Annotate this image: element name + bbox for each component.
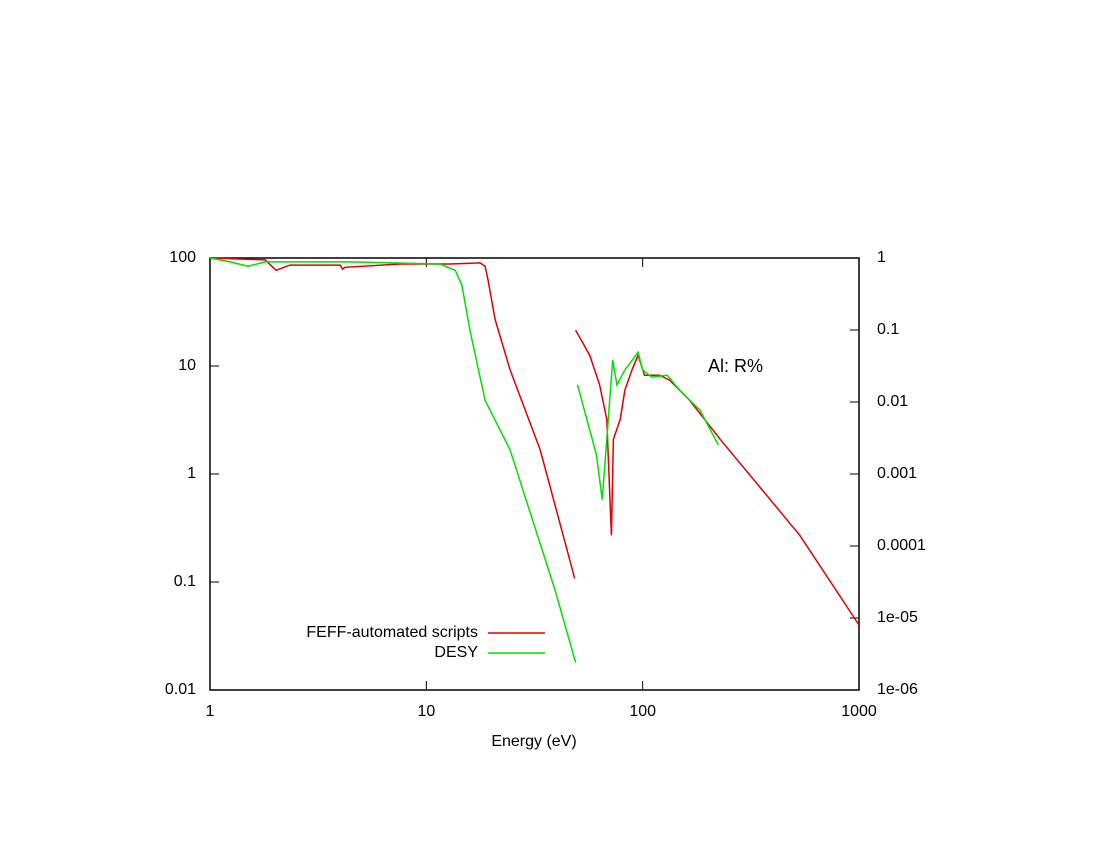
x-tick-label: 100 bbox=[629, 703, 656, 720]
x-tick-label: 1 bbox=[206, 703, 215, 720]
y2-tick-label: 1e-06 bbox=[877, 681, 918, 698]
y-tick-label: 10 bbox=[178, 357, 196, 374]
annotation: Al: R% bbox=[708, 356, 763, 376]
y-tick-label: 1 bbox=[187, 465, 196, 482]
legend-label: FEFF-automated scripts bbox=[306, 624, 478, 641]
y-tick-label: 100 bbox=[169, 249, 196, 266]
legend-label: DESY bbox=[434, 644, 478, 661]
x-tick-label: 10 bbox=[417, 703, 435, 720]
data-line bbox=[209, 257, 720, 663]
x-tick-label: 1000 bbox=[841, 703, 877, 720]
y2-tick-label: 1 bbox=[877, 249, 886, 266]
y2-tick-label: 0.1 bbox=[877, 321, 899, 338]
x-axis-label: Energy (eV) bbox=[491, 733, 576, 750]
data-line bbox=[209, 257, 860, 626]
y2-tick-label: 1e-05 bbox=[877, 609, 918, 626]
y2-tick-label: 0.0001 bbox=[877, 537, 926, 554]
y-tick-label: 0.01 bbox=[165, 681, 196, 698]
y2-tick-label: 0.001 bbox=[877, 465, 917, 482]
y2-tick-label: 0.01 bbox=[877, 393, 908, 410]
y-tick-label: 0.1 bbox=[174, 573, 196, 590]
